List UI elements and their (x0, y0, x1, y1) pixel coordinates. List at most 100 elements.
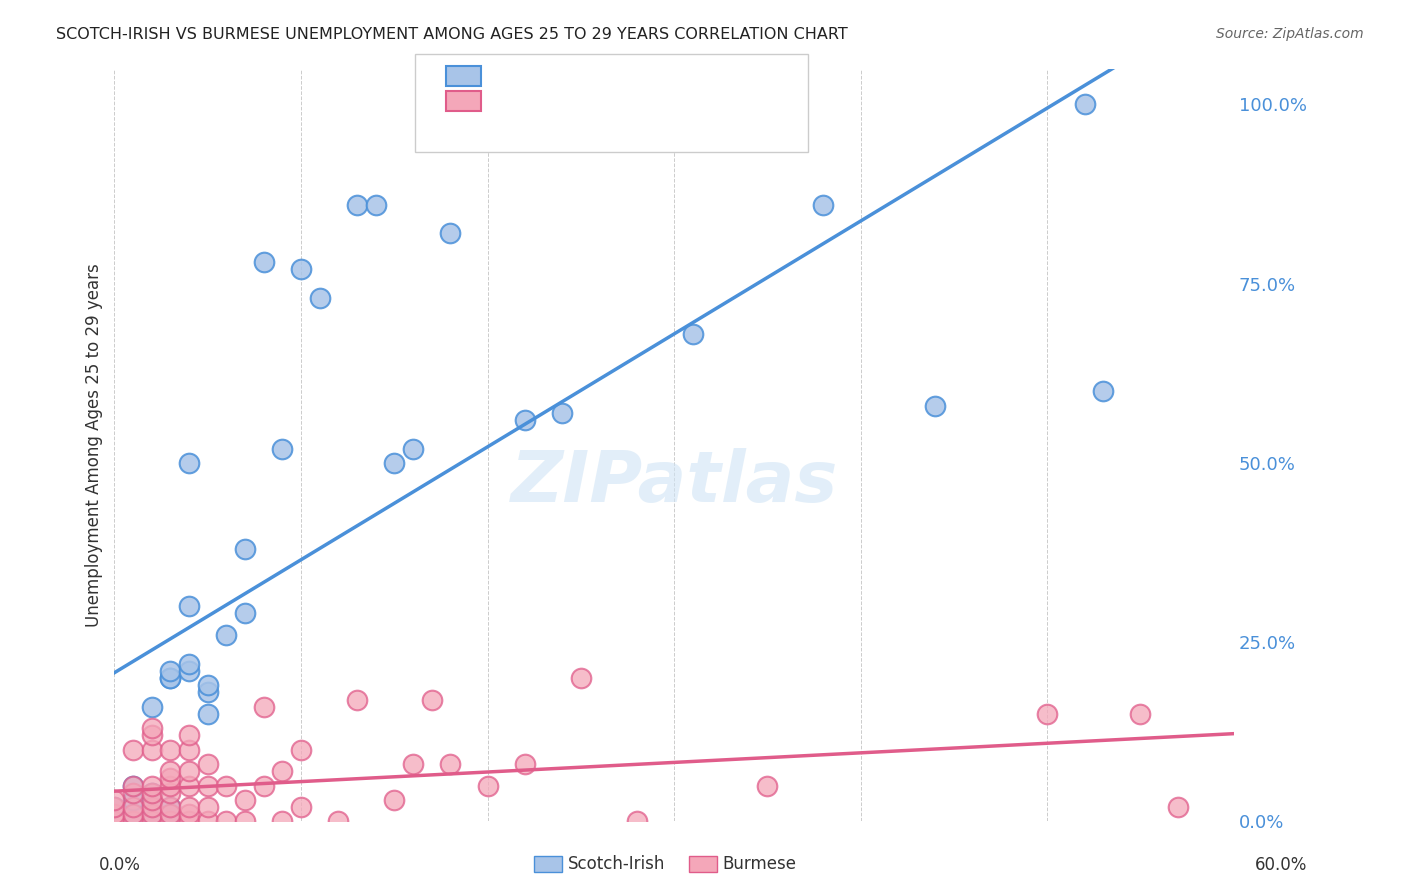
Point (1092, 384, 1115, 399)
Point (402, 757, 425, 772)
Point (253, 699, 276, 714)
Point (233, 541, 256, 556)
Point (122, 800, 145, 814)
Point (551, 406, 574, 420)
Text: R =: R = (488, 92, 527, 110)
Point (103, 800, 125, 814)
Point (141, 793, 163, 807)
Point (756, 779, 779, 793)
Point (177, 728, 200, 742)
Point (159, 807, 181, 822)
Point (159, 786, 181, 800)
Point (253, 255, 276, 269)
Point (103, 814, 125, 829)
Point (233, 607, 256, 621)
Text: N =: N = (619, 67, 658, 85)
Point (141, 814, 163, 829)
Point (159, 671, 181, 685)
Point (569, 671, 592, 685)
Point (122, 779, 145, 793)
Point (197, 678, 219, 692)
Y-axis label: Unemployment Among Ages 25 to 29 years: Unemployment Among Ages 25 to 29 years (86, 263, 103, 627)
Text: Burmese: Burmese (723, 855, 797, 873)
Text: 0.191: 0.191 (541, 92, 598, 110)
Point (103, 807, 125, 822)
Text: ZIPatlas: ZIPatlas (510, 448, 838, 517)
Point (177, 807, 200, 822)
Point (141, 800, 163, 814)
Point (439, 757, 461, 772)
Point (513, 757, 536, 772)
Point (159, 800, 181, 814)
Point (233, 793, 256, 807)
Point (420, 692, 443, 706)
Point (177, 657, 200, 671)
Point (364, 198, 387, 212)
Point (813, 198, 835, 212)
Point (253, 779, 276, 793)
Point (197, 779, 219, 793)
Point (103, 793, 125, 807)
Text: 40: 40 (665, 67, 690, 85)
Point (477, 779, 499, 793)
Point (290, 742, 312, 756)
Point (197, 706, 219, 721)
Point (1036, 706, 1059, 721)
Point (159, 800, 181, 814)
Point (271, 442, 294, 456)
Point (1167, 800, 1189, 814)
Point (122, 742, 145, 756)
Point (308, 291, 330, 305)
Point (626, 814, 648, 829)
Point (122, 807, 145, 822)
Point (177, 742, 200, 756)
Point (215, 779, 238, 793)
Text: 0.0%: 0.0% (98, 856, 141, 874)
Point (1073, 97, 1095, 112)
Point (159, 671, 181, 685)
Point (122, 807, 145, 822)
Text: 60.0%: 60.0% (1256, 856, 1308, 874)
Point (159, 742, 181, 756)
Point (682, 326, 704, 341)
Point (141, 786, 163, 800)
Point (439, 227, 461, 241)
Point (177, 456, 200, 470)
Point (141, 699, 163, 714)
Point (159, 764, 181, 779)
Point (197, 685, 219, 699)
Point (290, 262, 312, 277)
Point (588, 97, 610, 112)
Point (177, 814, 200, 829)
Point (197, 814, 219, 829)
Point (382, 456, 405, 470)
Point (197, 800, 219, 814)
Point (197, 757, 219, 772)
Point (122, 793, 145, 807)
Point (177, 599, 200, 614)
Point (159, 807, 181, 822)
Point (382, 793, 405, 807)
Point (271, 764, 294, 779)
Point (141, 779, 163, 793)
Point (141, 807, 163, 822)
Point (141, 721, 163, 735)
Point (177, 664, 200, 678)
Text: R =: R = (488, 67, 527, 85)
Point (159, 779, 181, 793)
Point (103, 800, 125, 814)
Text: SCOTCH-IRISH VS BURMESE UNEMPLOYMENT AMONG AGES 25 TO 29 YEARS CORRELATION CHART: SCOTCH-IRISH VS BURMESE UNEMPLOYMENT AMO… (56, 27, 848, 42)
Point (402, 442, 425, 456)
Point (177, 764, 200, 779)
Point (177, 779, 200, 793)
Text: 62: 62 (665, 92, 690, 110)
Text: 0.794: 0.794 (541, 67, 598, 85)
Point (271, 814, 294, 829)
Point (215, 814, 238, 829)
Point (177, 800, 200, 814)
Point (924, 399, 946, 413)
Point (215, 628, 238, 642)
Point (1129, 706, 1152, 721)
Point (233, 814, 256, 829)
Point (122, 779, 145, 793)
